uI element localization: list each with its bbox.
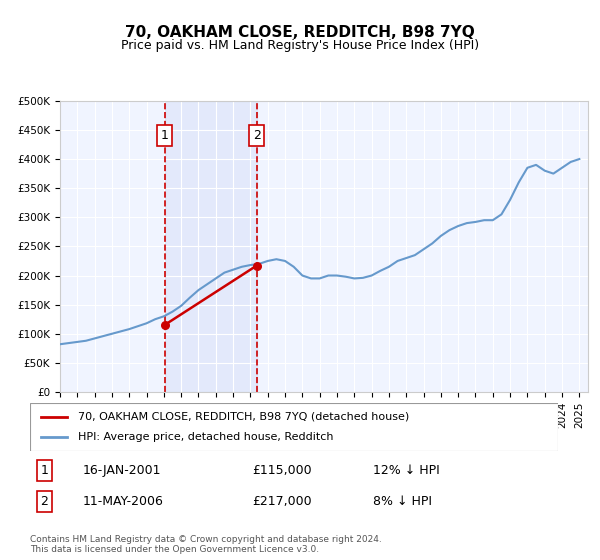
Text: £217,000: £217,000 (252, 495, 311, 508)
Text: HPI: Average price, detached house, Redditch: HPI: Average price, detached house, Redd… (77, 432, 333, 442)
Text: £115,000: £115,000 (252, 464, 311, 477)
Text: 11-MAY-2006: 11-MAY-2006 (83, 495, 164, 508)
FancyBboxPatch shape (30, 403, 558, 451)
Text: 2: 2 (41, 495, 49, 508)
Text: 16-JAN-2001: 16-JAN-2001 (83, 464, 161, 477)
Text: 70, OAKHAM CLOSE, REDDITCH, B98 7YQ (detached house): 70, OAKHAM CLOSE, REDDITCH, B98 7YQ (det… (77, 412, 409, 422)
Text: 12% ↓ HPI: 12% ↓ HPI (373, 464, 440, 477)
Text: Contains HM Land Registry data © Crown copyright and database right 2024.
This d: Contains HM Land Registry data © Crown c… (30, 535, 382, 554)
Text: 2: 2 (253, 129, 260, 142)
Text: 70, OAKHAM CLOSE, REDDITCH, B98 7YQ: 70, OAKHAM CLOSE, REDDITCH, B98 7YQ (125, 25, 475, 40)
Text: 1: 1 (161, 129, 169, 142)
Point (252, 261, 262, 270)
Point (160, 320, 169, 329)
Text: 8% ↓ HPI: 8% ↓ HPI (373, 495, 432, 508)
Bar (164, 101, 257, 392)
Text: Price paid vs. HM Land Registry's House Price Index (HPI): Price paid vs. HM Land Registry's House … (121, 39, 479, 52)
Text: 1: 1 (41, 464, 49, 477)
